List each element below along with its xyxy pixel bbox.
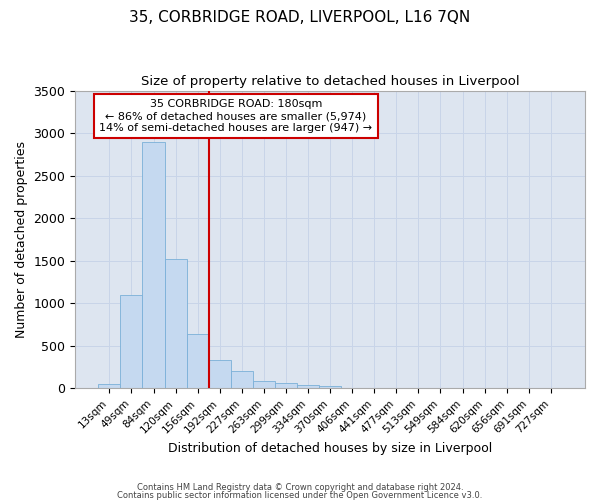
Bar	[253, 381, 275, 388]
Bar	[319, 386, 341, 388]
Title: Size of property relative to detached houses in Liverpool: Size of property relative to detached ho…	[141, 75, 520, 88]
Bar	[164, 259, 187, 388]
Text: Contains HM Land Registry data © Crown copyright and database right 2024.: Contains HM Land Registry data © Crown c…	[137, 484, 463, 492]
Text: Contains public sector information licensed under the Open Government Licence v3: Contains public sector information licen…	[118, 490, 482, 500]
Bar	[297, 385, 319, 388]
Bar	[121, 295, 142, 388]
Bar	[187, 334, 209, 388]
Bar	[98, 384, 121, 388]
Y-axis label: Number of detached properties: Number of detached properties	[15, 141, 28, 338]
Text: 35 CORBRIDGE ROAD: 180sqm
← 86% of detached houses are smaller (5,974)
14% of se: 35 CORBRIDGE ROAD: 180sqm ← 86% of detac…	[99, 100, 373, 132]
Bar	[231, 372, 253, 388]
Bar	[142, 142, 164, 388]
Text: 35, CORBRIDGE ROAD, LIVERPOOL, L16 7QN: 35, CORBRIDGE ROAD, LIVERPOOL, L16 7QN	[130, 10, 470, 25]
Bar	[275, 384, 297, 388]
X-axis label: Distribution of detached houses by size in Liverpool: Distribution of detached houses by size …	[168, 442, 492, 455]
Bar	[209, 360, 231, 388]
